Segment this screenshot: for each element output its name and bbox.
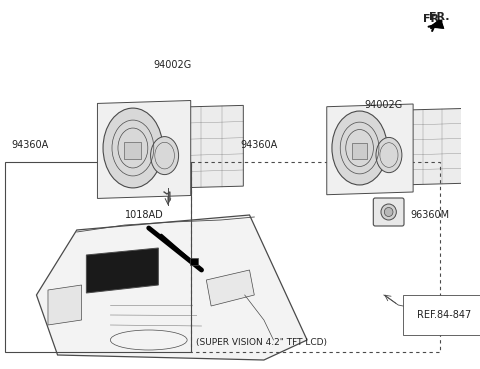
Ellipse shape (384, 207, 393, 217)
Bar (5, 162, 191, 352)
Polygon shape (86, 248, 158, 293)
Ellipse shape (151, 137, 179, 175)
Ellipse shape (376, 137, 402, 173)
Text: 96360M: 96360M (411, 210, 450, 220)
Text: FR.: FR. (423, 14, 444, 24)
Polygon shape (430, 20, 444, 28)
Polygon shape (97, 100, 191, 199)
Polygon shape (431, 19, 444, 29)
Text: 1018AD: 1018AD (125, 210, 163, 220)
Polygon shape (384, 108, 462, 185)
Polygon shape (327, 104, 413, 195)
Bar (190, 258, 198, 265)
Polygon shape (206, 270, 254, 306)
Ellipse shape (381, 204, 396, 220)
Text: 94002G: 94002G (154, 60, 192, 70)
Text: FR.: FR. (429, 12, 449, 22)
Bar (352, 143, 367, 159)
Text: 94360A: 94360A (12, 140, 49, 150)
Text: 94002G: 94002G (365, 100, 403, 110)
Ellipse shape (332, 111, 387, 185)
Text: 94360A: 94360A (240, 140, 277, 150)
Text: (SUPER VISION 4.2" TFT LCD): (SUPER VISION 4.2" TFT LCD) (196, 338, 327, 347)
Polygon shape (159, 106, 243, 189)
Polygon shape (36, 215, 307, 360)
Bar (191, 162, 440, 352)
FancyBboxPatch shape (373, 198, 404, 226)
Text: REF.84-847: REF.84-847 (418, 310, 472, 320)
Bar (124, 142, 141, 159)
Ellipse shape (103, 108, 163, 188)
Polygon shape (48, 285, 82, 325)
